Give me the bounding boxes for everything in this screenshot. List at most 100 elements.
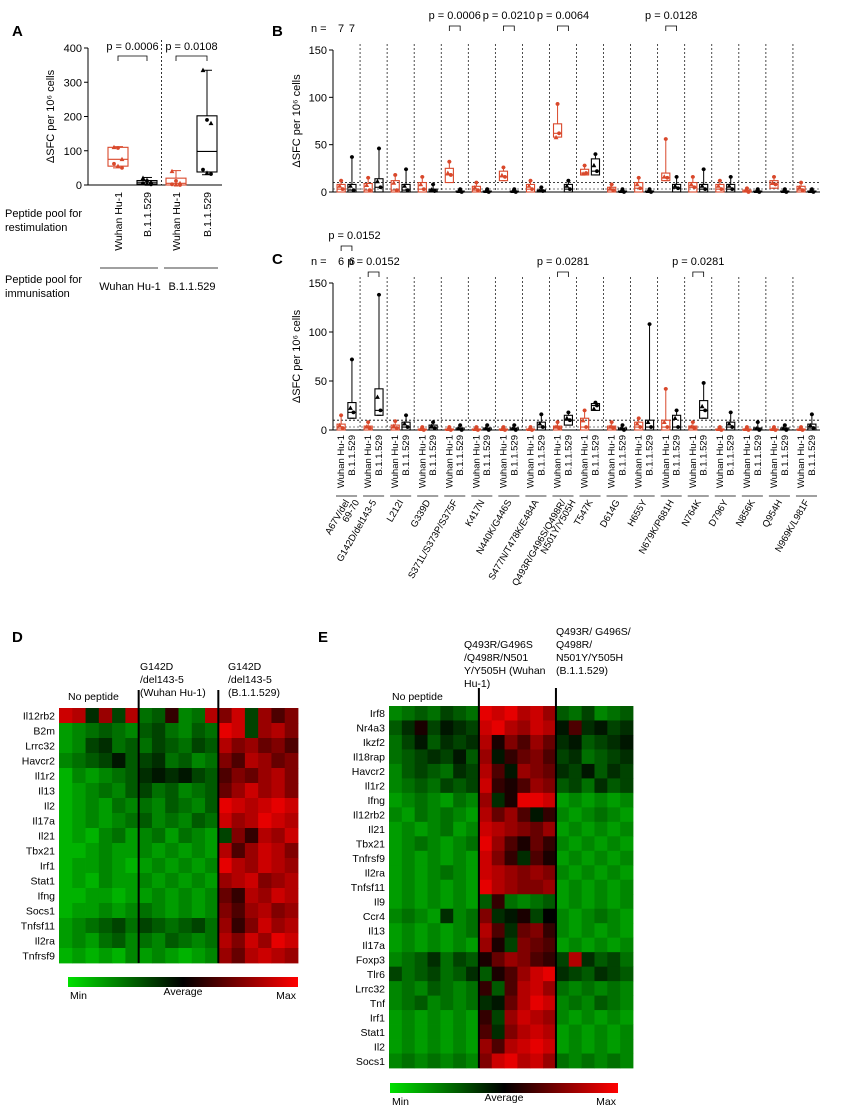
d-cell — [205, 843, 219, 859]
e-cell — [530, 908, 544, 924]
b-point — [513, 190, 518, 194]
e-cell — [607, 763, 621, 779]
a-ytick-label: 200 — [64, 112, 82, 124]
e-cell — [389, 1039, 403, 1054]
e-cell — [427, 937, 441, 953]
d-cell — [284, 753, 299, 769]
e-cell — [478, 865, 493, 881]
b-box-box — [715, 183, 725, 193]
c-xtick-label: Wuhan Hu-1 — [661, 435, 672, 488]
e-cell — [607, 1024, 621, 1040]
d-cell — [138, 888, 153, 904]
b-point — [719, 187, 724, 192]
c-point — [719, 428, 724, 432]
e-cell — [491, 792, 505, 808]
c-xtick-label: Wuhan Hu-1 — [390, 435, 401, 488]
d-cell — [178, 903, 193, 919]
c-point — [567, 418, 572, 423]
b-ytick-label: 0 — [321, 187, 327, 199]
d-cell — [205, 933, 219, 949]
b-pvalue: p = 0.0064 — [537, 10, 589, 22]
d-cell — [98, 903, 113, 919]
e-cell — [440, 952, 454, 968]
d-cell — [258, 723, 272, 739]
c-point — [485, 423, 490, 427]
e-cell — [478, 966, 493, 982]
d-cell — [85, 738, 100, 754]
panel-label-b: B — [272, 23, 283, 40]
e-cell — [440, 807, 454, 823]
e-cell — [389, 1024, 403, 1040]
e-cell — [568, 836, 583, 852]
c-xtick-label: B.1.1.529 — [726, 435, 737, 476]
e-cell — [620, 821, 634, 837]
d-cell — [178, 783, 193, 799]
d-cell — [151, 843, 166, 859]
e-cell — [478, 792, 493, 808]
b-point — [364, 182, 370, 187]
e-cell — [568, 894, 583, 910]
e-cell — [427, 778, 441, 794]
e-cell — [620, 706, 634, 721]
e-row-label: Stat1 — [360, 1027, 385, 1039]
e-cell — [555, 1010, 570, 1025]
d-cell — [85, 708, 100, 724]
c-point — [663, 386, 668, 391]
b-point — [503, 174, 507, 179]
e-cell — [491, 923, 505, 939]
d-cell — [258, 933, 272, 949]
b-point — [701, 167, 706, 172]
e-cell — [543, 1010, 557, 1025]
e-row-label: Il2ra — [365, 868, 386, 880]
e-cell — [401, 923, 416, 939]
e-cell — [530, 763, 544, 779]
c-xtick-label: B.1.1.529 — [509, 435, 520, 476]
e-cell — [478, 706, 493, 721]
e-cell — [453, 807, 467, 823]
d-cell — [98, 918, 113, 934]
e-cell — [504, 821, 518, 837]
e-row-label: Nr4a3 — [356, 723, 385, 735]
d-cell — [151, 813, 166, 829]
d-cell — [151, 858, 166, 874]
e-cell — [401, 706, 416, 721]
c-xtick-label: B.1.1.529 — [401, 435, 412, 476]
b-point — [591, 162, 597, 168]
e-cell — [530, 807, 544, 823]
b-point — [580, 171, 586, 176]
e-cell — [414, 923, 428, 939]
b-bracket — [503, 25, 515, 31]
e-cell — [568, 749, 583, 765]
d-cell — [244, 723, 259, 739]
d-row-label: Il2 — [44, 801, 55, 813]
d-cell — [138, 918, 153, 934]
b-point — [566, 178, 571, 183]
e-cell — [607, 1039, 621, 1054]
e-cell — [555, 937, 570, 953]
e-cell — [568, 734, 583, 750]
e-cell — [491, 734, 505, 750]
e-cell — [555, 734, 570, 750]
e-cell — [401, 879, 416, 895]
c-point — [580, 417, 586, 423]
d-cell — [112, 843, 126, 859]
e-cell — [620, 879, 634, 895]
a-point — [119, 156, 125, 162]
c-point — [402, 421, 407, 426]
e-cell — [555, 981, 570, 996]
c-point — [456, 425, 462, 431]
c-xtick-label: Wuhan Hu-1 — [336, 435, 347, 488]
b-point — [746, 190, 751, 194]
e-cell — [594, 1010, 608, 1025]
e-cell — [581, 937, 595, 953]
e-cell — [453, 792, 467, 808]
e-cell — [607, 966, 621, 982]
d-group-label: /del143-5 — [140, 674, 184, 686]
a-box-3-box — [196, 115, 218, 173]
c-box-box — [699, 400, 709, 419]
e-row-label: Socs1 — [356, 1056, 385, 1068]
e-cell — [504, 966, 518, 982]
e-cell — [581, 1039, 595, 1054]
e-cell — [401, 763, 416, 779]
d-cell — [98, 888, 113, 904]
